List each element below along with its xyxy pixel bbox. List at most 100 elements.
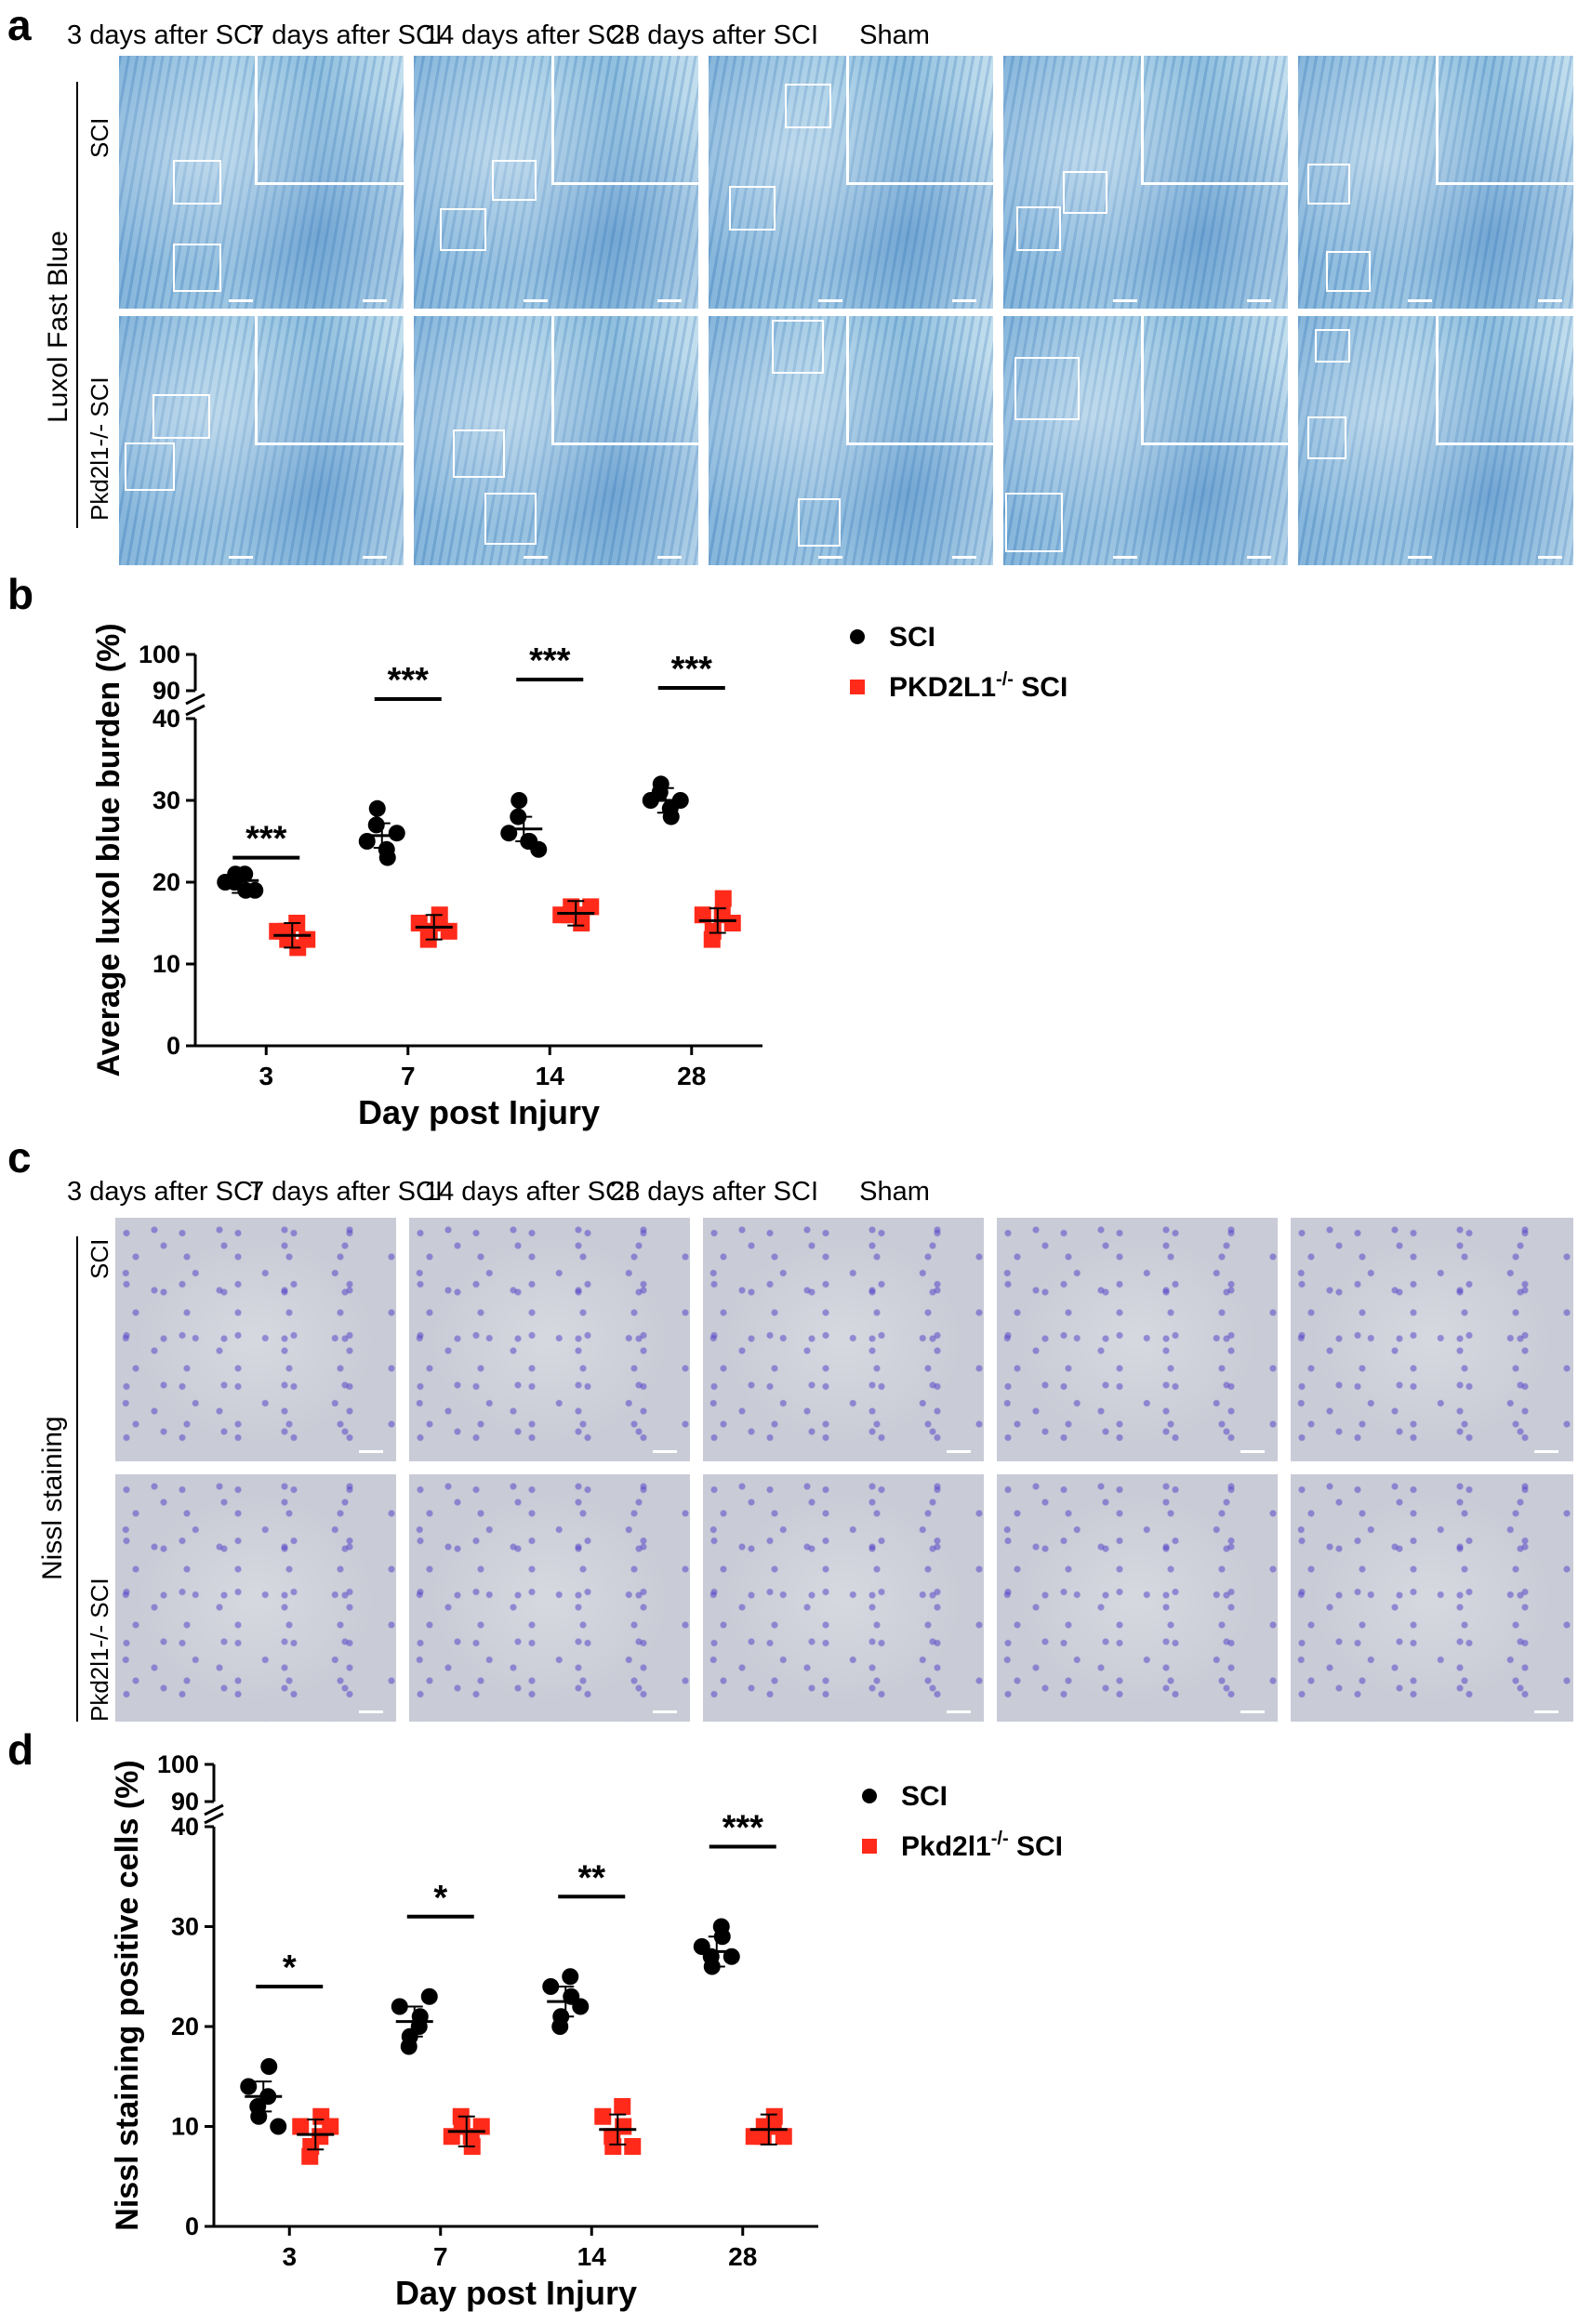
significance-stars: ***: [723, 1809, 764, 1848]
nissl-image-ko-sham: [1291, 1474, 1573, 1722]
data-point-sci: [420, 1987, 438, 2005]
axis-break-mark: [185, 704, 206, 717]
nissl-image-ko-7d: [409, 1474, 690, 1722]
panel-a-col-3d: 3 days after SCI: [67, 20, 260, 50]
data-point-ko: [775, 2128, 792, 2146]
panel-d-letter: d: [7, 1725, 34, 1774]
data-point-sci: [378, 840, 395, 858]
x-tick-label: 7: [401, 1062, 416, 1090]
panel-c-col-28d: 28 days after SCI: [609, 1177, 819, 1207]
panel-c-col-3d: 3 days after SCI: [67, 1177, 260, 1207]
lfb-image-ko-7d: [414, 316, 698, 565]
lfb-image-sci-3d: [119, 56, 404, 309]
lfb-image-sci-14d: [709, 56, 993, 309]
legend-marker-ko: [850, 680, 865, 694]
panel-a-row-label-sci: SCI: [86, 117, 113, 158]
y-tick-label: 20: [152, 868, 180, 896]
panel-a-stain-label: Luxol Fast Blue: [43, 231, 73, 423]
nissl-image-sci-sham: [1291, 1218, 1573, 1461]
significance-stars: *: [433, 1879, 447, 1918]
panel-b-letter: b: [7, 570, 34, 618]
y-axis-label: Nissl staining positive cells (%): [110, 1760, 145, 2230]
nissl-image-sci-3d: [115, 1218, 396, 1461]
nissl-image-ko-28d: [997, 1474, 1278, 1722]
significance-stars: ***: [529, 641, 571, 680]
x-tick-label: 3: [259, 1062, 273, 1090]
x-axis-label: Day post Injury: [358, 1093, 600, 1131]
y-tick-label: 20: [171, 2013, 199, 2040]
significance-stars: ***: [245, 820, 287, 859]
significance-stars: **: [577, 1858, 605, 1897]
y-tick-label: 90: [171, 1788, 199, 1816]
data-point-ko: [603, 2128, 621, 2146]
nissl-image-sci-7d: [409, 1218, 690, 1461]
data-point-sci: [391, 1998, 408, 2015]
legend-label-sci: SCI: [901, 1781, 948, 1812]
data-point-sci: [367, 816, 385, 834]
y-tick-label: 0: [185, 2212, 199, 2240]
nissl-image-sci-28d: [997, 1218, 1278, 1461]
y-tick-label: 0: [166, 1032, 180, 1060]
legend-label-ko: PKD2L1-/- SCI: [889, 669, 1067, 703]
significance-stars: ***: [671, 650, 713, 689]
lfb-image-ko-3d: [119, 316, 404, 565]
data-point-ko: [440, 922, 457, 940]
panel-c-col-14d: 14 days after SCI: [423, 1177, 633, 1207]
data-point-sci: [260, 2058, 278, 2075]
y-tick-label: 30: [171, 1913, 199, 1941]
significance-stars: *: [283, 1948, 297, 1987]
nissl-image-ko-3d: [115, 1474, 396, 1722]
data-point-ko: [301, 2147, 319, 2165]
lfb-image-sci-28d: [1003, 56, 1288, 309]
data-point-sci: [712, 1918, 730, 1935]
y-tick-label: 30: [152, 786, 180, 814]
panel-c-letter: c: [7, 1133, 32, 1182]
y-tick-label: 100: [157, 1750, 199, 1778]
panel-a-divider: [76, 82, 78, 528]
data-point-sci: [511, 792, 528, 809]
legend-marker-sci: [850, 629, 865, 644]
lfb-image-sci-7d: [414, 56, 698, 309]
significance-stars: ***: [388, 661, 430, 700]
data-point-ko: [614, 2098, 631, 2115]
panel-c-stain-label: Nissl staining: [37, 1416, 68, 1580]
panel-c-row-label-ko: Pkd2l1-/- SCI: [86, 1578, 113, 1722]
x-tick-label: 14: [536, 1062, 565, 1090]
data-point-sci: [551, 2018, 569, 2035]
panel-c-divider: [76, 1236, 78, 1722]
x-tick-label: 14: [577, 2242, 607, 2271]
data-point-ko: [298, 931, 316, 948]
data-point-sci: [240, 2078, 258, 2095]
panel-a-col-7d: 7 days after SCI: [249, 20, 443, 50]
data-point-ko: [714, 890, 732, 907]
panel-a-row-label-ko: Pkd2l1-/- SCI: [86, 376, 113, 521]
panel-a-col-14d: 14 days after SCI: [423, 20, 633, 50]
data-point-sci: [400, 2038, 418, 2055]
legend-marker-sci: [862, 1789, 877, 1803]
x-tick-label: 28: [677, 1062, 706, 1090]
x-tick-label: 28: [728, 2242, 757, 2271]
panel-a-letter: a: [7, 1, 32, 49]
panel-c-row-label-sci: SCI: [86, 1238, 113, 1279]
y-axis-label: Average luxol blue burden (%): [91, 623, 126, 1076]
data-point-sci: [270, 2118, 287, 2135]
data-point-ko: [694, 906, 711, 924]
nissl-image-ko-14d: [703, 1474, 984, 1722]
data-point-ko: [624, 2138, 642, 2155]
x-tick-label: 3: [282, 2242, 297, 2271]
lfb-image-ko-28d: [1003, 316, 1288, 565]
y-tick-label: 40: [171, 1813, 199, 1841]
axis-break-mark: [185, 693, 206, 706]
legend-marker-ko: [862, 1839, 877, 1854]
data-point-sci: [542, 1978, 560, 1995]
lfb-image-ko-14d: [709, 316, 993, 565]
axis-break-mark: [204, 1812, 224, 1825]
y-tick-label: 10: [152, 950, 180, 978]
panel-a-col-sham: Sham: [859, 20, 930, 50]
legend-label-sci: SCI: [889, 622, 935, 653]
axis-break-mark: [204, 1803, 224, 1816]
data-point-sci: [388, 825, 405, 842]
data-point-ko: [723, 915, 741, 931]
